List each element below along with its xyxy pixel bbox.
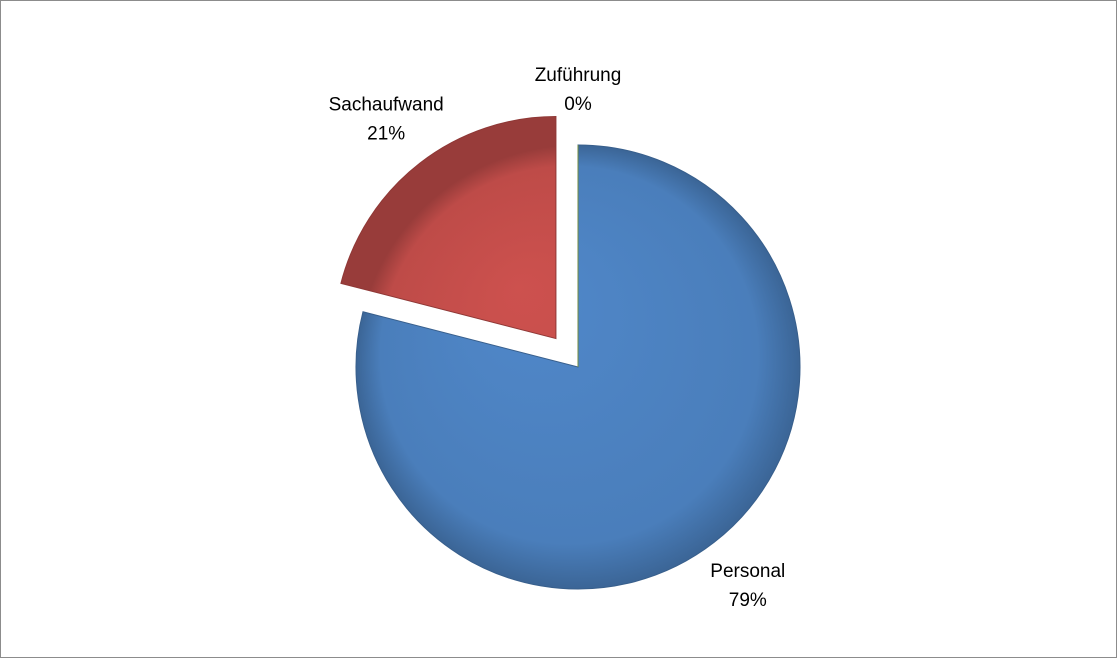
category-label: Zuführung: [535, 65, 622, 86]
slice-label: Zuführung 0%: [535, 65, 622, 115]
category-label: Sachaufwand: [329, 95, 444, 116]
category-label: Personal: [710, 561, 785, 582]
slice-label: Sachaufwand 21%: [329, 95, 444, 145]
value-label: 0%: [564, 94, 592, 115]
value-label: 21%: [367, 124, 405, 145]
slice-label: Personal 79%: [710, 561, 785, 611]
pie-slice: [340, 116, 557, 340]
value-label: 79%: [729, 590, 767, 611]
